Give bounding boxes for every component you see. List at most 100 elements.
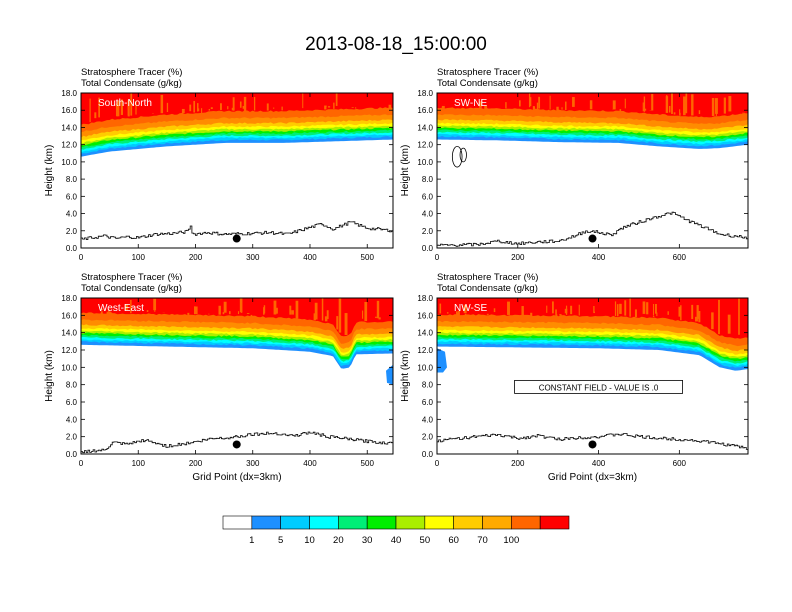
y-tick-label: 16.0: [61, 106, 77, 115]
colorbar-swatch: [366, 515, 397, 530]
colorbar-swatch: [222, 515, 253, 530]
terrain-line: [437, 433, 748, 450]
colorbar-swatch: [424, 515, 454, 530]
condensate-contour: [451, 145, 463, 168]
panel-sw-ne: Stratosphere Tracer (%)Total Condensate …: [400, 67, 749, 262]
figure-title: 2013-08-18_15:00:00: [305, 34, 487, 55]
field-label: Stratosphere Tracer (%): [437, 67, 538, 78]
y-tick-label: 8.0: [66, 175, 78, 184]
colorbar-label: 5: [278, 535, 283, 546]
x-tick-label: 0: [435, 459, 440, 468]
x-tick-label: 300: [246, 459, 260, 468]
y-tick-label: 14.0: [61, 123, 77, 132]
tracer-patch: [386, 364, 393, 385]
tracer-layer: [81, 93, 393, 125]
colorbar-label: 20: [333, 535, 344, 546]
x-tick-label: 200: [189, 253, 203, 262]
y-tick-label: 18.0: [61, 89, 77, 98]
panels: Stratosphere Tracer (%)Total Condensate …: [44, 67, 749, 483]
y-tick-label: 12.0: [417, 141, 433, 150]
location-marker: [588, 234, 597, 243]
x-tick-label: 200: [189, 459, 203, 468]
location-marker: [232, 440, 241, 449]
constant-field-message: CONSTANT FIELD - VALUE IS .0: [539, 383, 659, 392]
x-tick-label: 400: [303, 253, 317, 262]
colorbar-label: 30: [362, 535, 373, 546]
y-axis-label: Height (km): [400, 145, 411, 197]
y-tick-label: 4.0: [422, 415, 434, 424]
x-tick-label: 300: [246, 253, 260, 262]
y-tick-label: 4.0: [66, 415, 78, 424]
condensate-contour: [459, 147, 467, 163]
colorbar-label: 40: [391, 535, 402, 546]
y-tick-label: 16.0: [61, 311, 77, 320]
panel-name: SW-NE: [454, 98, 487, 109]
x-axis-label: Grid Point (dx=3km): [548, 472, 637, 483]
x-tick-label: 500: [361, 459, 375, 468]
colorbar-label: 50: [420, 535, 431, 546]
colorbar-swatch: [309, 515, 339, 530]
overlay-label: Total Condensate (g/kg): [81, 283, 182, 294]
plot-frame: [80, 92, 394, 249]
y-tick-label: 0.0: [66, 244, 78, 253]
y-tick-label: 18.0: [61, 294, 77, 303]
panel-name: South-North: [98, 98, 152, 109]
y-tick-label: 6.0: [422, 192, 434, 201]
field-label: Stratosphere Tracer (%): [437, 272, 538, 283]
colorbar-swatch: [395, 515, 426, 530]
colorbar-swatch: [251, 515, 281, 530]
colorbar-label: 60: [448, 535, 459, 546]
y-axis-label: Height (km): [400, 350, 411, 402]
y-tick-label: 16.0: [417, 106, 433, 115]
x-tick-label: 400: [592, 459, 606, 468]
overlay-label: Total Condensate (g/kg): [81, 78, 182, 89]
colorbar-swatch: [280, 515, 310, 530]
y-tick-label: 10.0: [417, 363, 433, 372]
tracer-field: [437, 93, 748, 149]
terrain-line: [81, 221, 393, 240]
x-tick-label: 0: [79, 253, 84, 262]
field-label: Stratosphere Tracer (%): [81, 272, 182, 283]
x-tick-label: 600: [673, 459, 687, 468]
panel-name: West-East: [98, 303, 144, 314]
tracer-layer: [437, 298, 748, 339]
location-marker: [232, 234, 241, 243]
y-tick-label: 0.0: [422, 450, 434, 459]
x-tick-label: 200: [511, 459, 525, 468]
colorbar-swatch: [511, 515, 541, 530]
overlay-label: Total Condensate (g/kg): [437, 283, 538, 294]
y-tick-label: 4.0: [422, 210, 434, 219]
y-tick-label: 4.0: [66, 210, 78, 219]
colorbar-label: 100: [503, 535, 519, 546]
tracer-field: [81, 93, 393, 157]
y-tick-label: 6.0: [66, 192, 78, 201]
plot-frame: [436, 297, 749, 455]
y-tick-label: 8.0: [422, 381, 434, 390]
y-tick-label: 18.0: [417, 89, 433, 98]
y-tick-label: 12.0: [417, 346, 433, 355]
x-tick-label: 0: [79, 459, 84, 468]
colorbar-swatch: [338, 515, 368, 530]
colorbar-swatch: [453, 515, 483, 530]
terrain-line: [81, 431, 393, 454]
y-tick-label: 10.0: [417, 158, 433, 167]
y-tick-label: 18.0: [417, 294, 433, 303]
colorbar-swatch: [539, 515, 570, 530]
terrain-line: [437, 211, 748, 247]
tracer-field: [437, 298, 748, 373]
x-tick-label: 100: [132, 253, 146, 262]
y-tick-label: 2.0: [422, 227, 434, 236]
panel-nw-se: Stratosphere Tracer (%)Total Condensate …: [400, 272, 749, 483]
y-tick-label: 2.0: [66, 433, 78, 442]
plot-frame: [436, 92, 749, 249]
x-tick-label: 200: [511, 253, 525, 262]
y-tick-label: 10.0: [61, 158, 77, 167]
field-label: Stratosphere Tracer (%): [81, 67, 182, 78]
tracer-patch: [437, 348, 447, 373]
colorbar-label: 10: [304, 535, 315, 546]
x-tick-label: 400: [592, 253, 606, 262]
overlay-label: Total Condensate (g/kg): [437, 78, 538, 89]
constant-field-box: [514, 379, 683, 394]
y-axis-label: Height (km): [44, 350, 55, 402]
y-tick-label: 2.0: [66, 227, 78, 236]
